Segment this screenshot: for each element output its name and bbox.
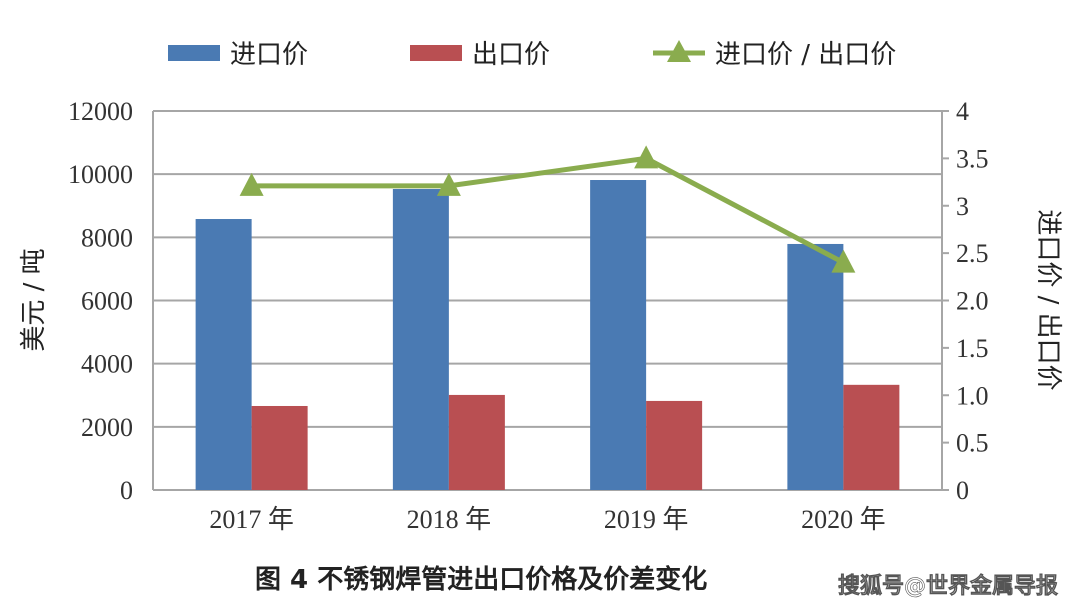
y2-tick-label: 0 [956, 476, 969, 505]
bar-import [590, 180, 647, 490]
legend-swatch [410, 45, 462, 61]
y2-tick-label: 3.5 [956, 144, 989, 173]
y2-tick-label: 1.5 [956, 334, 989, 363]
triangle-marker [436, 172, 461, 196]
ratio-line [251, 155, 845, 265]
y-tick-label: 10000 [68, 160, 133, 189]
bar-export [646, 400, 703, 490]
x-tick-label: 2018 年 [407, 505, 492, 534]
y-axis-title: 美元 / 吨 [19, 248, 49, 351]
bar-import [787, 243, 844, 490]
legend-label: 进口价 [230, 40, 308, 70]
watermark: 搜狐号@世界金属导报 [838, 573, 1058, 599]
y2-tick-label: 4 [956, 97, 969, 126]
bar-import [195, 219, 252, 490]
y-tick-label: 8000 [81, 223, 133, 252]
triangle-marker [831, 249, 856, 273]
y2-tick-label: 2.5 [956, 239, 989, 268]
bar-export [843, 384, 900, 490]
y2-tick-label: 0.5 [956, 429, 989, 458]
legend-label: 进口价 / 出口价 [715, 40, 896, 70]
y-tick-label: 12000 [68, 97, 133, 126]
y2-tick-label: 1.0 [956, 381, 989, 410]
triangle-marker [634, 145, 659, 169]
y-tick-label: 4000 [81, 350, 133, 379]
bar-import [392, 189, 449, 490]
y2-tick-label: 3 [956, 192, 969, 221]
x-tick-label: 2017 年 [209, 505, 294, 534]
triangle-marker [239, 172, 264, 196]
y-tick-label: 2000 [81, 413, 133, 442]
legend-swatch [168, 45, 220, 61]
y-tick-label: 6000 [81, 287, 133, 316]
bar-export [448, 394, 505, 490]
legend-triangle-marker [667, 40, 691, 62]
bar-export [251, 405, 308, 490]
y2-tick-label: 2.0 [956, 287, 989, 316]
legend-label: 出口价 [472, 40, 550, 70]
y-tick-label: 0 [120, 476, 133, 505]
y2-axis-title: 进口价 / 出口价 [1033, 209, 1063, 390]
x-tick-label: 2020 年 [801, 505, 886, 534]
x-tick-label: 2019 年 [604, 505, 689, 534]
figure-caption: 图 4 不锈钢焊管进出口价格及价差变化 [255, 564, 707, 595]
